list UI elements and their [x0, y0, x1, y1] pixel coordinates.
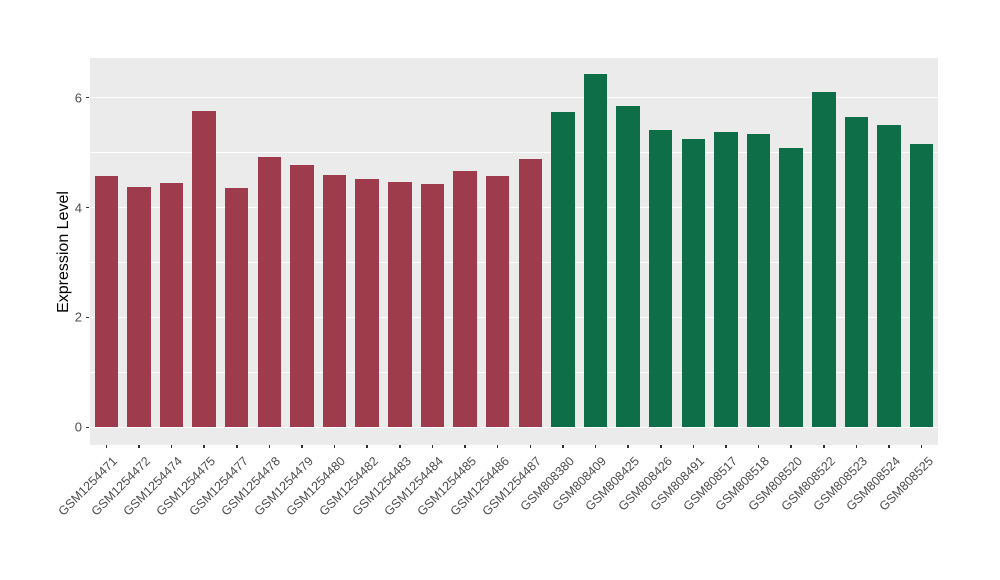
bar — [322, 174, 347, 428]
bar — [681, 138, 706, 428]
x-axis-tick — [366, 445, 368, 448]
bar — [388, 181, 412, 428]
x-axis-tick — [888, 445, 890, 448]
bar — [257, 157, 282, 428]
x-axis-tick — [464, 445, 466, 448]
plot-panel — [90, 58, 938, 445]
x-axis-tick — [823, 445, 825, 448]
x-axis-tick — [138, 445, 140, 448]
x-axis-tick — [855, 445, 858, 448]
x-axis-tick — [105, 445, 108, 448]
x-axis-tick — [627, 445, 629, 448]
bar — [616, 106, 640, 428]
bar — [746, 134, 771, 428]
bar — [290, 165, 314, 428]
y-tick-label: 6 — [74, 90, 82, 106]
bar — [583, 74, 608, 428]
gridline-minor — [90, 372, 938, 373]
bar — [159, 182, 184, 428]
bar — [225, 188, 249, 428]
x-axis-tick — [562, 445, 564, 448]
x-axis-tick — [594, 445, 597, 448]
y-axis-tick — [86, 316, 89, 319]
y-tick-label: 0 — [74, 419, 82, 435]
gridline-minor — [90, 262, 938, 263]
x-axis-tick — [529, 445, 532, 448]
y-axis-title: Expression Level — [55, 190, 72, 313]
gridline-minor — [90, 152, 938, 153]
bar — [485, 176, 510, 428]
x-axis-tick — [496, 445, 499, 448]
bar — [94, 175, 119, 428]
x-axis-tick — [399, 445, 401, 448]
y-axis-tick — [86, 426, 89, 429]
bar — [909, 144, 934, 428]
gridline-major — [90, 426, 938, 429]
x-axis-tick — [236, 445, 238, 448]
y-axis-tick — [86, 206, 89, 209]
y-tick-label: 2 — [74, 309, 82, 325]
x-axis-tick — [692, 445, 695, 448]
bar — [518, 158, 543, 428]
bar — [355, 179, 379, 428]
bar — [127, 186, 151, 428]
bar — [453, 171, 477, 428]
gridline-major — [90, 316, 938, 319]
x-axis-tick — [660, 445, 662, 448]
x-axis-tick — [301, 445, 303, 448]
x-axis-tick — [268, 445, 271, 448]
x-axis-tick — [920, 445, 923, 448]
gridline-major — [90, 96, 938, 99]
x-axis-tick — [203, 445, 205, 448]
bar — [714, 132, 738, 428]
bar — [844, 117, 869, 428]
x-axis-tick — [757, 445, 760, 448]
x-axis-tick — [790, 445, 792, 448]
x-axis-tick — [725, 445, 727, 448]
bar — [877, 124, 901, 428]
bar — [420, 184, 445, 428]
x-axis-tick — [333, 445, 336, 448]
bar — [779, 148, 803, 428]
y-axis-tick — [86, 96, 89, 99]
gridline-major — [90, 206, 938, 209]
x-axis-tick — [431, 445, 434, 448]
bar — [812, 92, 836, 428]
bar — [649, 130, 673, 428]
bar — [192, 111, 216, 428]
x-axis-tick — [170, 445, 173, 448]
bar — [551, 112, 575, 428]
y-tick-label: 4 — [74, 200, 82, 216]
